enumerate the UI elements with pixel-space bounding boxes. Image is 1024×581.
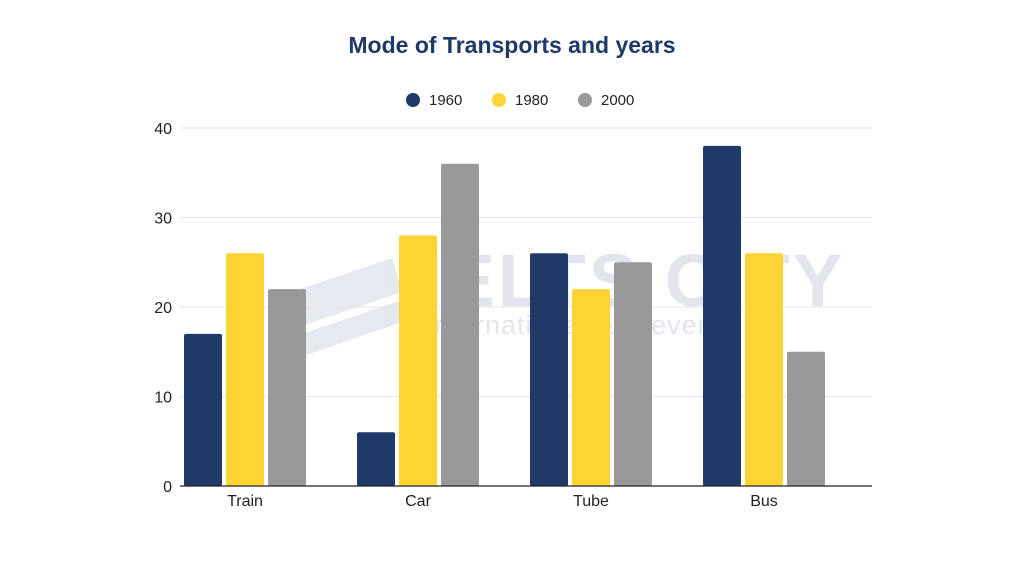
- x-tick-label: Train: [227, 493, 263, 510]
- y-tick-label: 30: [154, 211, 172, 228]
- bar-train-1960: [184, 333, 222, 486]
- y-tick-label: 20: [154, 300, 172, 317]
- bar-bus-2000: [787, 351, 825, 486]
- watermark-logo-icon: [268, 258, 414, 358]
- bar-bus-1980: [745, 253, 783, 486]
- bar-tube-1960: [530, 253, 568, 486]
- legend-marker-1960: [406, 93, 420, 107]
- legend-label-1980: 1980: [515, 92, 548, 109]
- bar-bus-1960: [703, 145, 741, 486]
- x-tick-label: Tube: [573, 493, 609, 510]
- legend-label-1960: 1960: [429, 92, 462, 109]
- bar-tube-2000: [614, 262, 652, 486]
- legend-marker-2000: [578, 93, 592, 107]
- x-tick-label: Bus: [750, 493, 778, 510]
- bar-car-1980: [399, 235, 437, 486]
- y-tick-label: 0: [163, 479, 172, 496]
- y-axis-ticks: 0 10 20 30 40: [154, 121, 172, 496]
- y-tick-label: 40: [154, 121, 172, 138]
- y-tick-label: 10: [154, 390, 172, 407]
- legend: 1960 1980 2000: [406, 92, 634, 109]
- x-tick-label: Car: [405, 493, 431, 510]
- bar-tube-1980: [572, 289, 610, 486]
- bar-car-2000: [441, 163, 479, 487]
- bar-train-2000: [268, 289, 306, 486]
- bar-car-1960: [357, 432, 395, 486]
- bar-train-1980: [226, 253, 264, 486]
- legend-marker-1980: [492, 93, 506, 107]
- legend-label-2000: 2000: [601, 92, 634, 109]
- bar-series: [184, 145, 825, 487]
- chart-title: Mode of Transports and years: [348, 32, 675, 58]
- x-axis-labels: Train Car Tube Bus: [227, 493, 778, 510]
